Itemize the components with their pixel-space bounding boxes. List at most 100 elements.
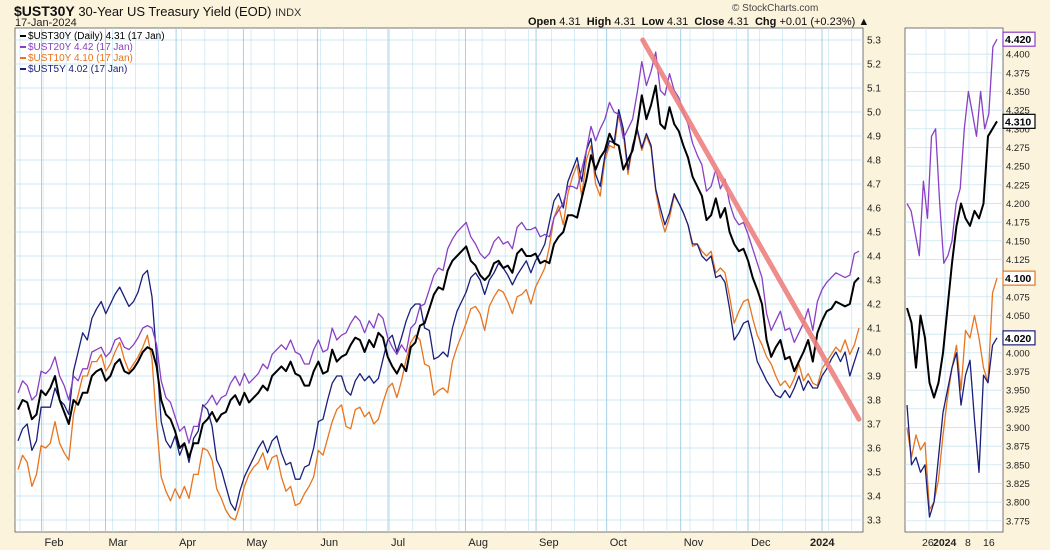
close-value: 4.31: [727, 16, 749, 28]
price-label-box: [1002, 330, 1036, 346]
main-y-tick-label: 5.1: [867, 84, 881, 95]
symbol: $UST30Y: [14, 3, 75, 19]
chg-value: +0.01 (+0.23%): [779, 16, 856, 28]
main-y-tick-label: 4.5: [867, 228, 881, 239]
instrument-name: 30-Year US Treasury Yield (EOD): [78, 4, 272, 19]
chart-title: $UST30Y 30-Year US Treasury Yield (EOD) …: [14, 3, 301, 19]
zoom-y-tick-label: 4.300: [1006, 124, 1030, 135]
zoom-y-tick-label: 3.975: [1006, 367, 1030, 378]
low-label: Low: [641, 16, 664, 28]
main-y-tick-label: 3.3: [867, 516, 881, 527]
main-y-tick-label: 4.9: [867, 132, 881, 143]
series-line-ust30y: [17, 84, 860, 459]
ohlc-readout: Open 4.31 High 4.31 Low 4.31 Close 4.31 …: [528, 16, 869, 28]
zoom-y-tick-label: 4.175: [1006, 218, 1030, 229]
main-y-tick-label: 5.3: [867, 36, 881, 47]
main-x-tick-label: Nov: [684, 537, 704, 549]
main-y-tick-label: 4.8: [867, 156, 881, 167]
zoom-y-tick-label: 4.000: [1006, 348, 1030, 359]
zoom-y-tick-label: 3.900: [1006, 423, 1030, 434]
zoom-y-tick-label: 4.375: [1006, 68, 1030, 79]
zoom-series-lines: [906, 38, 998, 518]
main-y-tick-label: 4.0: [867, 348, 881, 359]
legend: $UST30Y (Daily) 4.31 (17 Jan)$UST20Y 4.4…: [20, 31, 165, 75]
main-y-tick-label: 4.3: [867, 276, 881, 287]
main-x-tick-label: Feb: [45, 537, 64, 549]
downtrend-line-layer: [640, 37, 862, 422]
main-gridlines: [15, 28, 863, 532]
zoom-y-tick-label: 4.400: [1006, 50, 1030, 61]
zoom-plot-area: [904, 27, 1004, 533]
main-y-axis: 3.3 3.4 3.5 3.6 3.7 3.8 3.9 4.0 4.1 4.2 4.3 4.4 4.5 4…: [867, 36, 881, 527]
close-label: Close: [694, 16, 725, 28]
zoom-y-tick-label: 4.075: [1006, 292, 1030, 303]
zoom-y-tick-label: 4.125: [1006, 255, 1030, 266]
main-x-tick-label: Sep: [539, 537, 559, 549]
zoom-y-tick-label: 3.950: [1006, 386, 1030, 397]
zoom-y-tick-label: 3.875: [1006, 442, 1030, 453]
main-x-tick-label: 2024: [810, 537, 835, 549]
main-x-tick-label: Apr: [179, 537, 196, 549]
main-y-tick-label: 3.9: [867, 372, 881, 383]
zoom-y-tick-label: 4.150: [1006, 236, 1030, 247]
price-label-text: 4.100: [1005, 273, 1031, 285]
zoom-x-tick-label: 8: [965, 537, 971, 549]
price-label-box: [1002, 270, 1036, 286]
legend-entry: $UST20Y 4.42 (17 Jan): [28, 42, 133, 53]
zoom-y-tick-label: 3.925: [1006, 404, 1030, 415]
price-label-box: [1002, 31, 1036, 47]
open-value: 4.31: [559, 16, 581, 28]
main-x-tick-label: Aug: [468, 537, 488, 549]
main-y-tick-label: 3.7: [867, 420, 881, 431]
zoom-y-tick-label: 4.225: [1006, 180, 1030, 191]
zoom-y-tick-label: 4.275: [1006, 143, 1030, 154]
zoom-x-tick-label: 26: [922, 537, 934, 549]
zoom-y-tick-label: 3.850: [1006, 460, 1030, 471]
price-label-text: 4.310: [1005, 116, 1031, 128]
main-x-tick-label: Jun: [320, 537, 338, 549]
zoom-y-tick-label: 3.775: [1006, 516, 1030, 527]
main-x-tick-label: Dec: [751, 537, 771, 549]
zoom-x-tick-label: 16: [983, 537, 995, 549]
main-series-lines: [17, 51, 860, 521]
legend-entry: $UST5Y 4.02 (17 Jan): [28, 64, 127, 75]
legend-entry: $UST30Y (Daily) 4.31 (17 Jan): [28, 31, 165, 42]
recent-zoom-panel: 3.775 3.800 3.825 3.850 3.875 3.900 3.925 3.950…: [904, 27, 1036, 549]
open-label: Open: [528, 16, 557, 28]
price-label-text: 4.420: [1005, 34, 1031, 46]
zoom-y-tick-label: 4.200: [1006, 199, 1030, 210]
zoom-x-axis: 26 2024 8 16: [922, 537, 995, 549]
zoom-y-tick-label: 3.825: [1006, 479, 1030, 490]
main-y-tick-label: 4.1: [867, 324, 881, 335]
main-y-tick-label: 5.0: [867, 108, 881, 119]
series-line-ust20y: [17, 51, 860, 444]
zoom-y-tick-label: 4.250: [1006, 162, 1030, 173]
main-x-tick-label: Jul: [391, 537, 405, 549]
main-y-tick-label: 4.6: [867, 204, 881, 215]
zoom-y-tick-label: 3.800: [1006, 498, 1030, 509]
zoom-y-axis: 3.775 3.800 3.825 3.850 3.875 3.900 3.925 3.950…: [1006, 50, 1030, 528]
main-x-tick-label: Mar: [108, 537, 127, 549]
main-y-tick-label: 3.6: [867, 444, 881, 455]
zoom-line-ust30y: [906, 120, 998, 399]
zoom-y-tick-label: 4.325: [1006, 106, 1030, 117]
main-y-tick-label: 5.2: [867, 60, 881, 71]
price-label-text: 4.020: [1005, 333, 1031, 345]
zoom-line-ust5y: [906, 337, 998, 518]
main-y-tick-label: 4.4: [867, 252, 881, 263]
main-y-tick-label: 3.8: [867, 396, 881, 407]
main-price-panel: 3.3 3.4 3.5 3.6 3.7 3.8 3.9 4.0 4.1 4.2 4.3 4.4 4.5 4…: [14, 27, 881, 549]
main-y-tick-label: 4.2: [867, 300, 881, 311]
zoom-line-ust20y: [906, 38, 998, 264]
main-y-tick-label: 3.4: [867, 492, 881, 503]
zoom-y-tick-label: 4.050: [1006, 311, 1030, 322]
high-value: 4.31: [614, 16, 636, 28]
exchange: INDX: [275, 7, 302, 19]
up-triangle-icon: ▲: [858, 16, 870, 28]
downtrend-line: [640, 37, 862, 422]
main-x-tick-label: May: [246, 537, 267, 549]
series-line-ust10y: [17, 113, 860, 521]
main-x-axis: Feb Mar Apr May Jun Jul Aug Sep Oct Nov Dec 2024: [45, 537, 836, 549]
high-label: High: [586, 16, 612, 28]
